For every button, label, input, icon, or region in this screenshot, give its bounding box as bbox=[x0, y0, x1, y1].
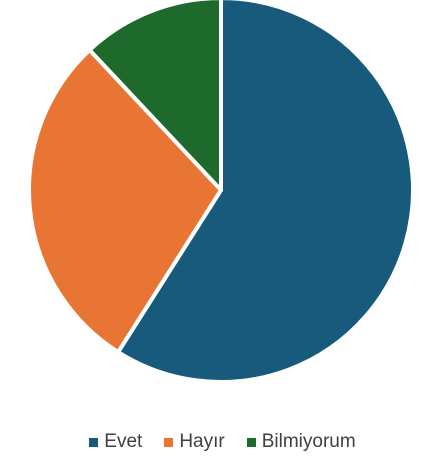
legend-swatch-evet bbox=[89, 437, 99, 447]
legend-label-hayir: Hayır bbox=[179, 431, 225, 452]
pie-slices bbox=[27, 0, 415, 384]
legend-item-hayir: Hayır bbox=[164, 431, 225, 453]
pie-slice-bilmiyorum bbox=[87, 0, 223, 192]
pie-slice-hayir bbox=[27, 48, 223, 355]
chart-legend: Evet Hayır Bilmiyorum bbox=[0, 428, 427, 456]
pie-slice-evet bbox=[116, 0, 415, 384]
legend-item-bilmiyorum: Bilmiyorum bbox=[246, 431, 356, 453]
legend-label-evet: Evet bbox=[104, 431, 143, 452]
legend-item-evet: Evet bbox=[89, 431, 142, 453]
legend-swatch-bilmiyorum bbox=[246, 437, 256, 447]
legend-label-bilmiyorum: Bilmiyorum bbox=[261, 431, 356, 452]
legend-swatch-hayir bbox=[164, 437, 174, 447]
